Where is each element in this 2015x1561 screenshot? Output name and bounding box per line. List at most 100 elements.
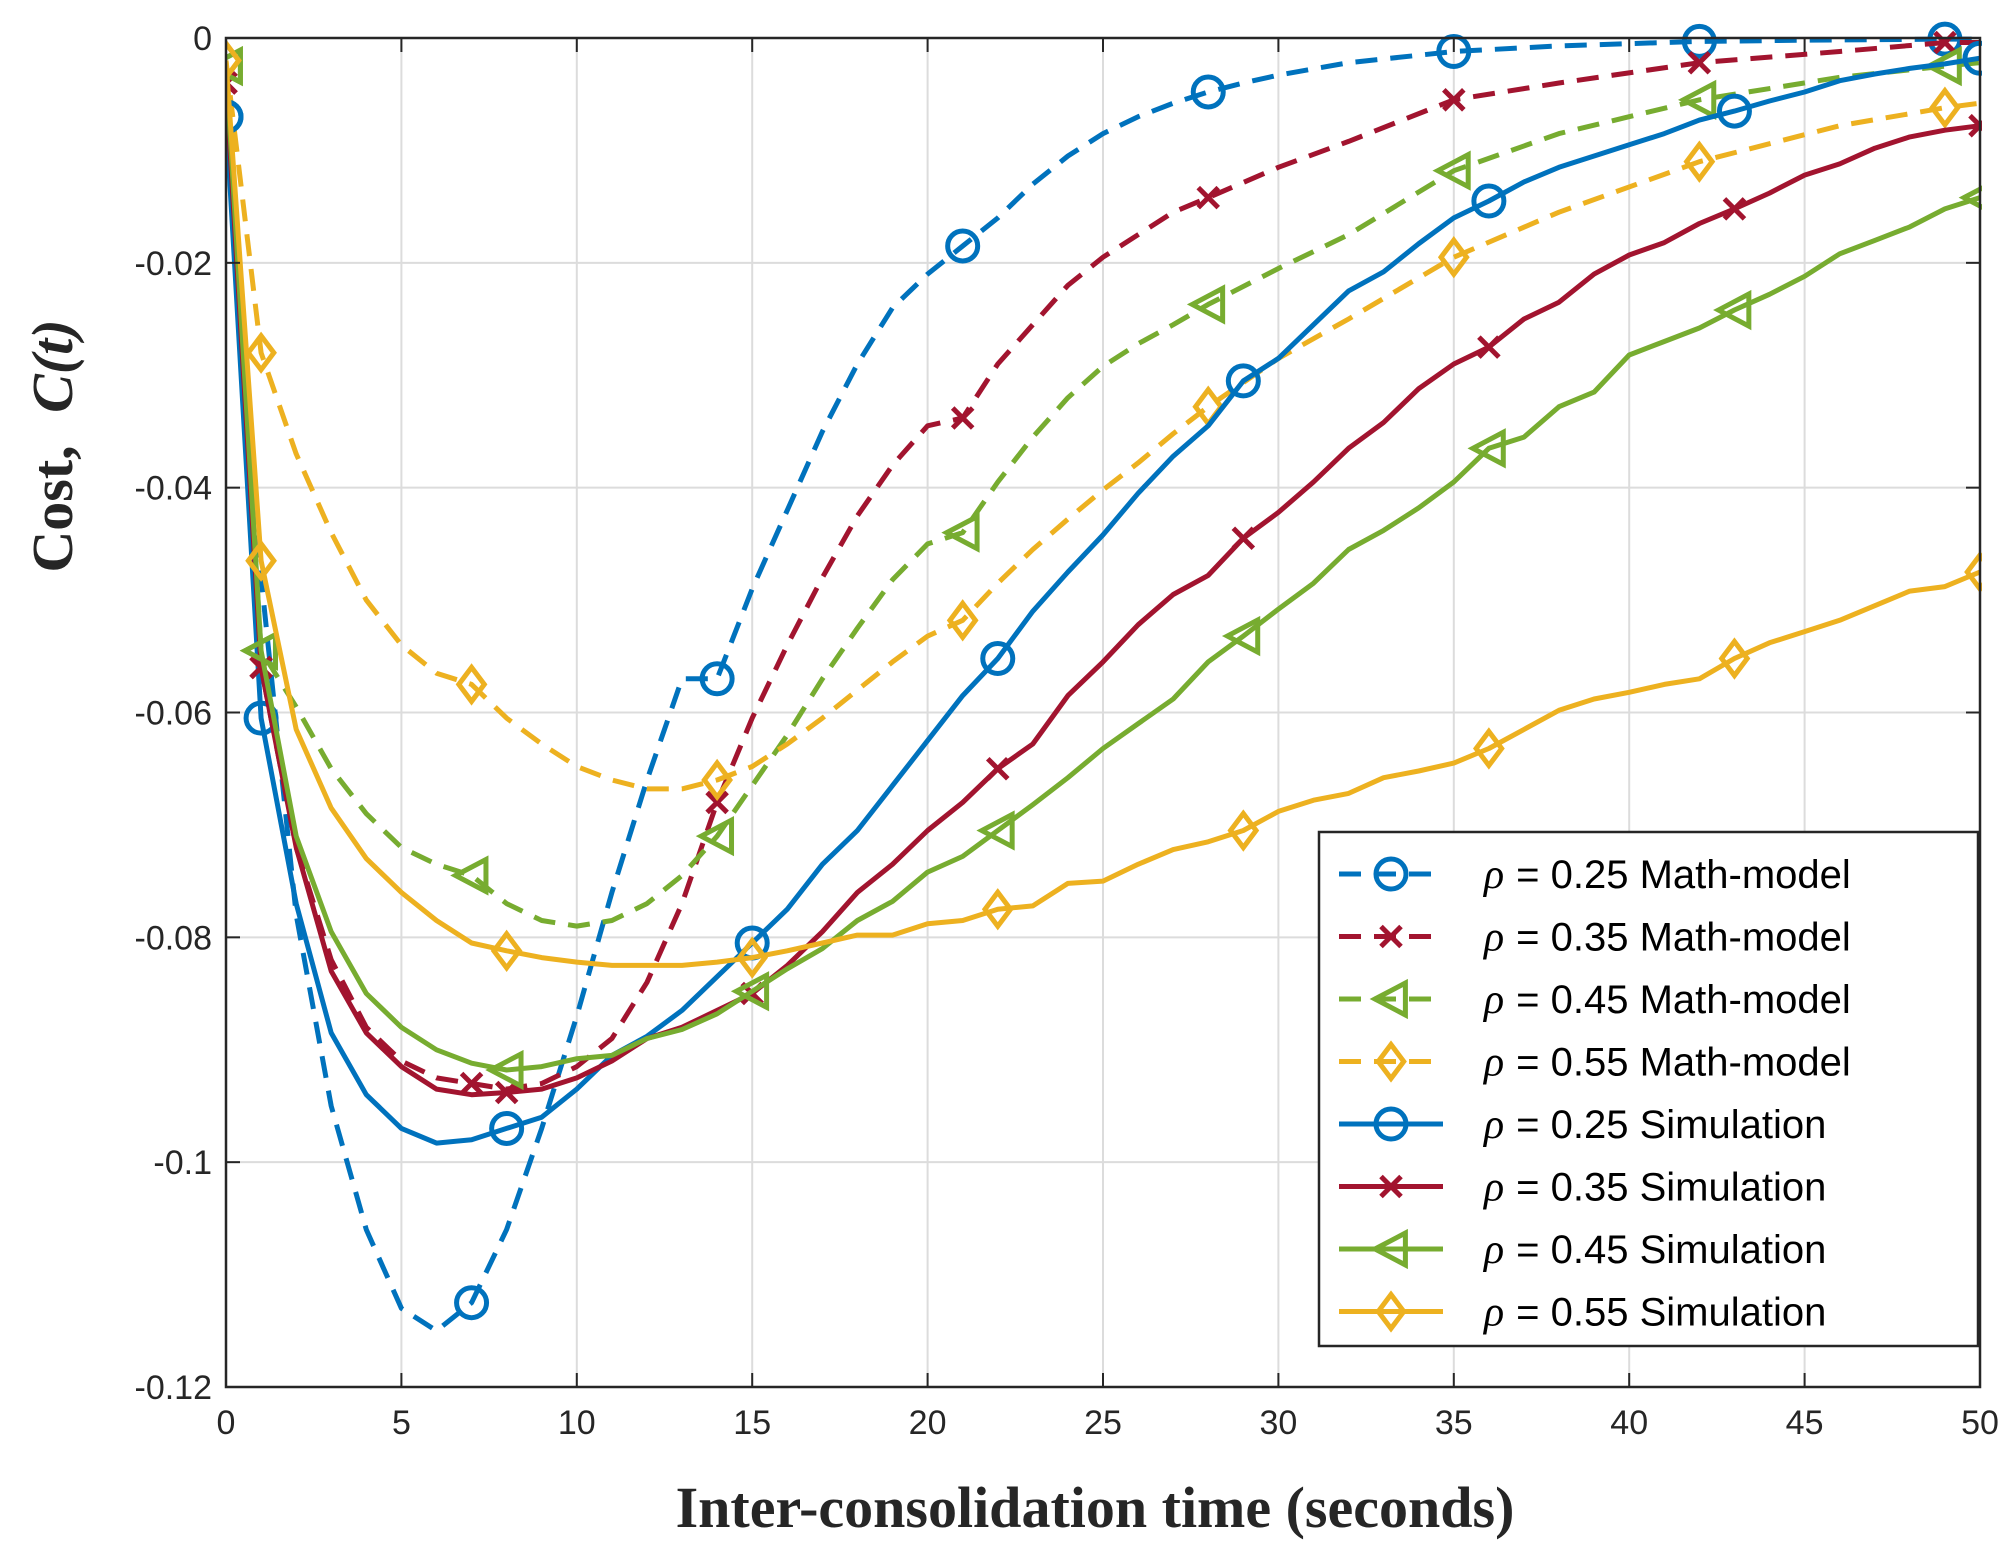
legend-item: ρ = 0.25 Simulation	[1339, 1102, 1826, 1148]
x-tick-label: 10	[558, 1404, 596, 1442]
legend-rho-symbol: ρ	[1482, 1165, 1504, 1211]
marker-triangle	[485, 1049, 524, 1091]
marker-x	[1442, 88, 1466, 112]
marker-triangle	[226, 45, 243, 87]
series-4	[226, 39, 1981, 802]
legend-label: ρ = 0.35 Math-model	[1482, 915, 1851, 961]
marker-triangle	[450, 855, 489, 896]
marker-triangle	[730, 971, 770, 1012]
legend-label: ρ = 0.25 Math-model	[1482, 852, 1851, 898]
x-tick-label: 5	[392, 1404, 411, 1442]
marker-diamond	[1683, 140, 1716, 183]
marker-circle	[1373, 1106, 1409, 1142]
series-line	[226, 60, 1981, 792]
marker-x	[1933, 30, 1957, 55]
y-tick-label: -0.02	[135, 245, 213, 283]
marker-triangle	[1923, 45, 1962, 87]
marker-circle	[1436, 33, 1472, 69]
marker-diamond	[736, 936, 769, 979]
legend-label: ρ = 0.55 Math-model	[1482, 1040, 1851, 1086]
marker-circle	[226, 99, 244, 135]
y-tick-label: -0.12	[135, 1369, 213, 1407]
legend-item: ρ = 0.45 Math-model	[1339, 977, 1851, 1023]
plot-area	[226, 21, 1982, 1334]
marker-x	[1687, 50, 1712, 75]
legend-label-text: = 0.55 Math-model	[1516, 1041, 1851, 1085]
legend-label: ρ = 0.25 Simulation	[1482, 1102, 1826, 1148]
marker-diamond	[245, 331, 277, 374]
marker-diamond	[1929, 86, 1961, 129]
x-tick-label: 0	[217, 1404, 236, 1442]
marker-x	[1722, 197, 1747, 221]
marker-diamond	[245, 539, 277, 582]
marker-triangle	[976, 810, 1015, 851]
legend-label-text: = 0.25 Math-model	[1516, 853, 1851, 897]
x-tick-label: 25	[1084, 1404, 1122, 1442]
y-tick-label: -0.1	[153, 1144, 212, 1182]
legend-item: ρ = 0.45 Simulation	[1339, 1227, 1826, 1273]
legend-label-text: = 0.45 Math-model	[1516, 978, 1851, 1022]
series-line	[226, 65, 1981, 1073]
marker-triangle	[1467, 428, 1506, 469]
x-axis-title: Inter-consolidation time (seconds)	[676, 1475, 1515, 1540]
x-tick-label: 45	[1786, 1404, 1824, 1442]
y-axis-title-math: C(t)	[20, 319, 85, 412]
marker-triangle	[941, 512, 980, 553]
series-line	[226, 40, 1980, 1092]
marker-x	[494, 1080, 519, 1105]
legend-rho-symbol: ρ	[1482, 1040, 1504, 1086]
legend-rho-symbol: ρ	[1482, 977, 1504, 1023]
x-tick-label: 35	[1435, 1404, 1473, 1442]
marker-diamond	[946, 599, 979, 642]
marker-diamond	[226, 39, 242, 82]
legend-label-text: = 0.35 Simulation	[1516, 1166, 1826, 1210]
marker-diamond	[490, 929, 523, 972]
marker-triangle	[1221, 615, 1261, 657]
y-tick-label: -0.04	[135, 470, 213, 508]
marker-triangle	[1713, 289, 1752, 331]
marker-triangle	[239, 630, 278, 671]
marker-x	[459, 1071, 484, 1096]
legend-label-text: = 0.45 Simulation	[1516, 1228, 1826, 1272]
legend-label-text: = 0.55 Simulation	[1516, 1291, 1826, 1335]
marker-diamond	[981, 888, 1014, 931]
series-line	[226, 60, 1981, 929]
y-tick-label: -0.08	[135, 919, 213, 957]
series-line	[226, 36, 1980, 1334]
legend-rho-symbol: ρ	[1482, 1227, 1504, 1273]
x-tick-label: 20	[909, 1404, 947, 1442]
legend-label: ρ = 0.55 Simulation	[1482, 1290, 1826, 1336]
series-line	[226, 55, 1981, 1146]
marker-x	[950, 406, 975, 430]
series-line	[226, 82, 1981, 1098]
legend-item: ρ = 0.35 Simulation	[1339, 1165, 1826, 1211]
marker-x	[1231, 526, 1256, 551]
legend: ρ = 0.25 Math-model ρ = 0.35 Math-model ρ = 0…	[1317, 830, 1980, 1348]
marker-diamond	[701, 758, 733, 802]
legend-label: ρ = 0.45 Math-model	[1482, 977, 1851, 1023]
marker-circle	[454, 1285, 490, 1321]
marker-circle	[980, 641, 1016, 677]
marker-diamond	[1375, 1290, 1407, 1333]
legend-label: ρ = 0.45 Simulation	[1482, 1227, 1826, 1273]
legend-box	[1317, 830, 1980, 1348]
y-axis-title: Cost, C(t)	[20, 319, 85, 572]
legend-label-text: = 0.25 Simulation	[1516, 1103, 1826, 1147]
marker-triangle	[1432, 150, 1471, 191]
legend-rho-symbol: ρ	[1482, 915, 1504, 961]
marker-circle	[699, 661, 735, 697]
legend-rho-symbol: ρ	[1482, 1290, 1504, 1336]
marker-diamond	[1473, 727, 1505, 770]
marker-x	[1477, 335, 1501, 359]
marker-triangle	[1369, 1228, 1408, 1270]
y-tick-label: 0	[193, 20, 212, 58]
legend-item: ρ = 0.55 Simulation	[1339, 1290, 1826, 1336]
x-tick-label: 30	[1259, 1404, 1297, 1442]
legend-item: ρ = 0.35 Math-model	[1339, 915, 1851, 961]
marker-triangle	[1369, 978, 1408, 1020]
marker-x	[985, 756, 1010, 781]
x-tick-label: 50	[1961, 1404, 1999, 1442]
legend-label-text: = 0.35 Math-model	[1516, 916, 1851, 960]
